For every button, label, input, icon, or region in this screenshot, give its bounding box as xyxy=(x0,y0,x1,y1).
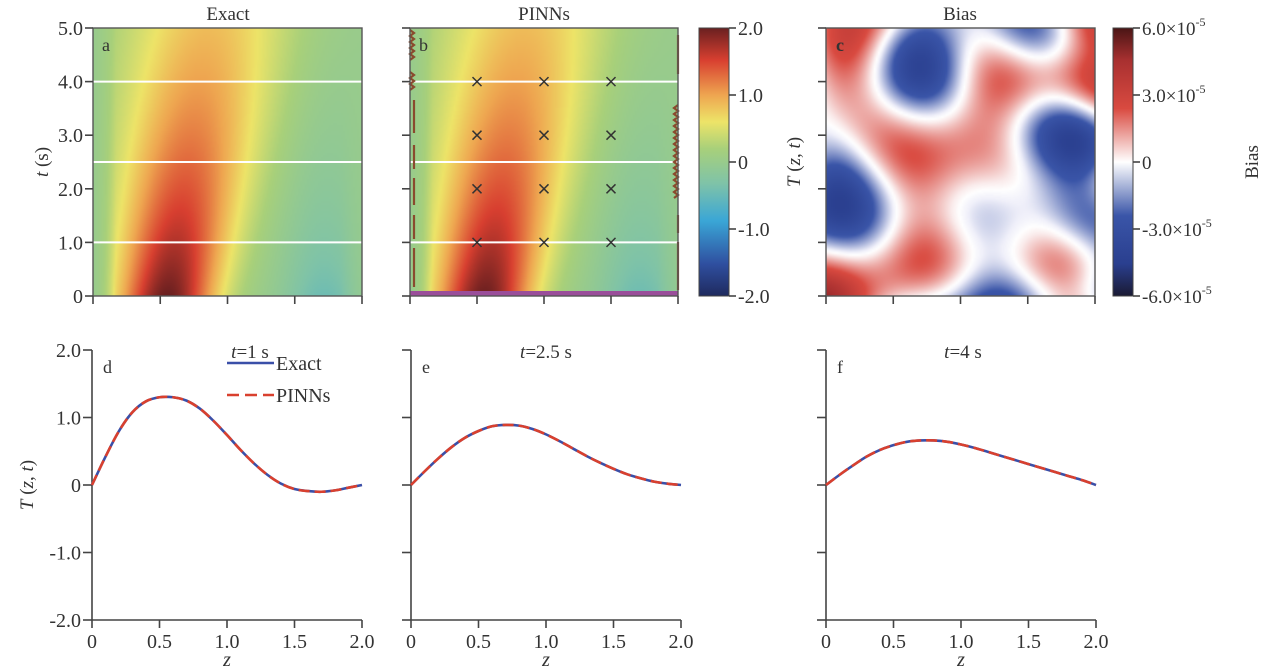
panel-e: 0 0.5 1.0 1.5 2.0 z e t=2.5 s xyxy=(402,342,694,671)
lower-panels: 2.0 1.0 0 -1.0 -2.0 0 0.5 1.0 1.5 2.0 z d t=1 s T (z,… xyxy=(17,340,1109,671)
x-axis-label: z xyxy=(222,649,231,671)
panel-title: t=1 s xyxy=(231,342,269,363)
y-axis-label: T (z, t) xyxy=(17,460,38,510)
colorbar-label-bias: Bias xyxy=(1242,145,1263,179)
y-tick-label: -1.0 xyxy=(49,543,81,565)
panel-b: PINNs b 2.0 1.0 0 -1.0 -2.0 T (z, t) xyxy=(402,4,805,308)
x-marker xyxy=(605,76,617,87)
x-tick-label: 1.0 xyxy=(534,631,559,653)
panel-a: Exact a 0 1.0 2.0 3.0 4.0 5.0 t (s) xyxy=(32,4,363,308)
legend-label: PINNs xyxy=(276,385,331,407)
x-tick-label: 1.5 xyxy=(601,631,626,653)
panel-label-c: c xyxy=(836,35,844,55)
axes-c xyxy=(818,27,1096,304)
panel-title: t=4 s xyxy=(944,342,982,363)
bias-heatmap xyxy=(826,28,1095,296)
colorbar-tick-label: -3.0×10-5 xyxy=(1142,216,1212,241)
x-marker xyxy=(538,130,550,141)
x-tick-label: 1.0 xyxy=(949,631,974,653)
series-line-exact xyxy=(410,423,682,487)
panel-title: t=2.5 s xyxy=(520,342,572,363)
axes-a: 0 1.0 2.0 3.0 4.0 5.0 xyxy=(58,18,363,308)
colorbar-tick-label: 3.0×10-5 xyxy=(1142,82,1205,107)
panel-label-e: e xyxy=(422,357,430,377)
y-tick-label: -2.0 xyxy=(49,610,81,632)
x-axis-label: z xyxy=(541,649,550,671)
colorbar-ticks: 2.0 1.0 0 -1.0 -2.0 xyxy=(729,18,770,308)
x-marker xyxy=(471,183,483,194)
panel-label-a: a xyxy=(102,35,110,55)
x-marker xyxy=(538,183,550,194)
y-tick-label: 2.0 xyxy=(56,340,81,362)
legend-label: Exact xyxy=(276,353,322,375)
y-tick-label: 0 xyxy=(73,286,83,308)
x-tick-label: 0.5 xyxy=(147,631,172,653)
colorbar-tick-label: 6.0×10-5 xyxy=(1142,15,1205,40)
x-marker xyxy=(538,76,550,87)
y-tick-label: 4.0 xyxy=(58,72,83,94)
colorbar-tick-label: -1.0 xyxy=(738,219,770,241)
y-axis-label-a: t (s) xyxy=(32,147,53,177)
x-marker xyxy=(605,183,617,194)
panel-a-title: Exact xyxy=(206,4,250,25)
colorbar-tick-label: -6.0×10-5 xyxy=(1142,283,1212,308)
panel-b-title: PINNs xyxy=(518,4,570,25)
colorbar-tick-label: 0 xyxy=(738,152,748,174)
colorbar-tick-label: -2.0 xyxy=(738,286,770,308)
series-line-pinns xyxy=(410,423,682,487)
colorbar-tick-label: 1.0 xyxy=(738,85,763,107)
x-tick-label: 1.0 xyxy=(215,631,240,653)
colorbar-label-temperature: T (z, t) xyxy=(784,137,805,187)
x-marker xyxy=(538,237,550,248)
x-tick-label: 0.5 xyxy=(881,631,906,653)
x-tick-label: 1.5 xyxy=(282,631,307,653)
legend-item-pinns: PINNs xyxy=(227,385,331,407)
x-tick-label: 2.0 xyxy=(350,631,375,653)
y-tick-label: 2.0 xyxy=(58,179,83,201)
y-tick-label: 0 xyxy=(71,475,81,497)
x-marker xyxy=(605,237,617,248)
series-line-pinns xyxy=(90,395,363,494)
x-marker xyxy=(471,237,483,248)
panel-label-d: d xyxy=(103,357,112,377)
axes-b xyxy=(402,27,679,304)
colorbar-tick-label: 2.0 xyxy=(738,18,763,40)
y-tick-label: 1.0 xyxy=(58,232,83,254)
panel-d: 2.0 1.0 0 -1.0 -2.0 0 0.5 1.0 1.5 2.0 z d t=1 s T (z,… xyxy=(17,340,375,671)
legend: Exact PINNs xyxy=(227,353,331,407)
y-tick-label: 1.0 xyxy=(56,408,81,430)
panel-label-f: f xyxy=(837,357,843,377)
series-line-pinns xyxy=(825,438,1097,487)
x-tick-label: 0 xyxy=(821,631,831,653)
legend-item-exact: Exact xyxy=(227,353,322,375)
colorbar-temperature xyxy=(698,27,730,297)
panel-label-b: b xyxy=(419,35,428,55)
x-tick-label: 0 xyxy=(87,631,97,653)
x-marker xyxy=(605,130,617,141)
y-tick-label: 3.0 xyxy=(58,125,83,147)
panel-c-title: Bias xyxy=(943,4,977,25)
x-tick-label: 2.0 xyxy=(669,631,694,653)
colorbar-ticks: 6.0×10-5 3.0×10-5 0 -3.0×10-5 -6.0×10-5 xyxy=(1133,15,1212,308)
x-tick-label: 2.0 xyxy=(1084,631,1109,653)
boundary-point-cluster xyxy=(408,71,416,91)
x-tick-label: 1.5 xyxy=(1016,631,1041,653)
panel-f: 0 0.5 1.0 1.5 2.0 z f t=4 s xyxy=(817,342,1109,671)
y-tick-label: 5.0 xyxy=(58,18,83,40)
colorbar-tick-label: 0 xyxy=(1142,153,1152,174)
x-axis-label: z xyxy=(956,649,965,671)
series-line-exact xyxy=(825,438,1097,487)
x-marker xyxy=(471,130,483,141)
colorbar-bias xyxy=(1112,27,1134,297)
boundary-point-cluster xyxy=(408,29,416,61)
x-tick-label: 0.5 xyxy=(466,631,491,653)
x-marker xyxy=(471,76,483,87)
panel-c: Bias c 6.0×10-5 3.0×10-5 0 -3.0×10-5 -6.0×10… xyxy=(818,4,1263,308)
x-tick-label: 0 xyxy=(406,631,416,653)
initial-condition-points xyxy=(410,291,678,296)
collocation-markers xyxy=(471,76,617,248)
slice-lines xyxy=(93,80,362,244)
